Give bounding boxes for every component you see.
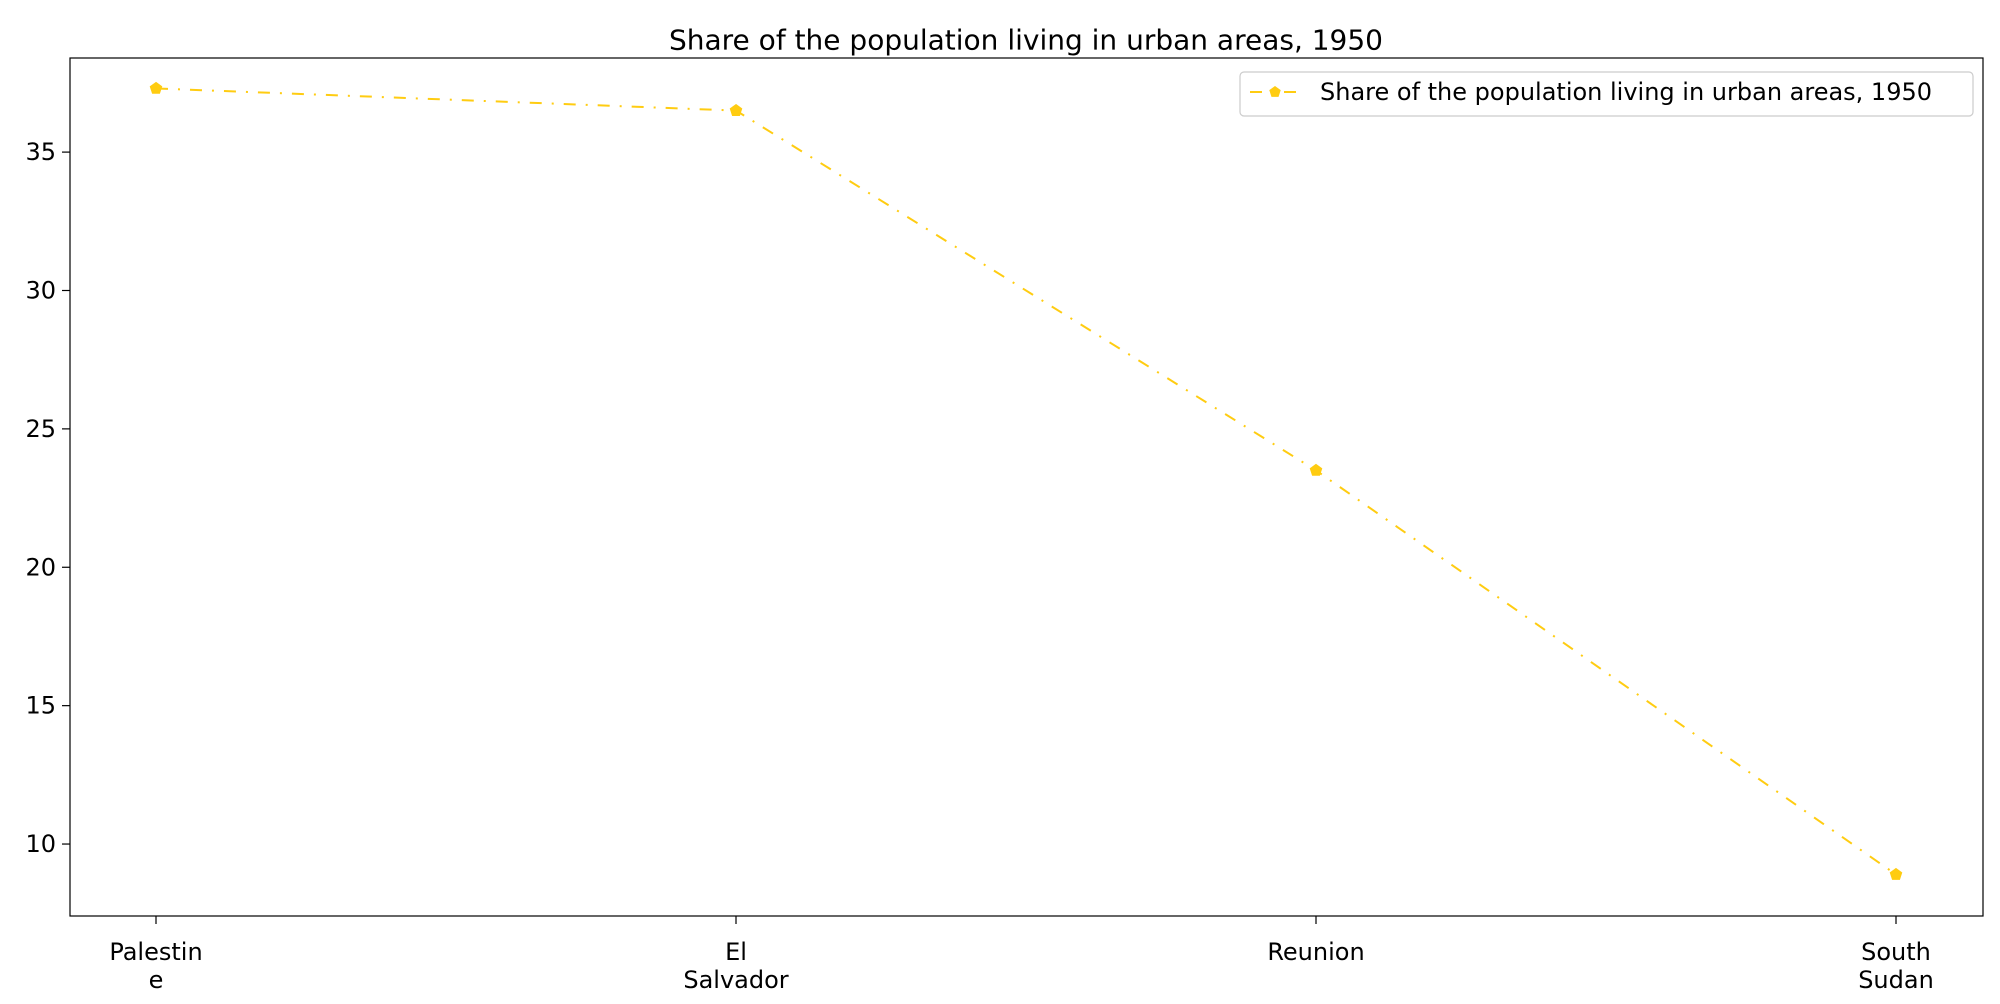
legend-box — [1239, 71, 1974, 117]
legend: Share of the population living in urban … — [1239, 71, 1974, 117]
data-point — [1889, 867, 1903, 880]
x-tick-label: e — [149, 966, 164, 994]
legend-label: Share of the population living in urban … — [1320, 78, 1932, 106]
series-layer — [149, 81, 1903, 880]
x-tick-label: Salvador — [683, 966, 788, 994]
data-point — [729, 103, 743, 116]
x-tick-label: Reunion — [1267, 938, 1364, 966]
chart-title: Share of the population living in urban … — [669, 24, 1383, 57]
data-point — [1309, 463, 1323, 476]
y-tick-label: 10 — [25, 830, 56, 858]
series-line — [155, 87, 1897, 876]
plot-area — [69, 57, 1984, 917]
y-tick-label: 15 — [25, 692, 56, 720]
y-tick-label: 35 — [25, 138, 56, 166]
x-tick-label: Palestin — [109, 938, 202, 966]
x-tick-label: El — [725, 938, 747, 966]
y-axis: 10 15 20 25 30 35 — [25, 138, 70, 858]
x-tick-label: Sudan — [1858, 966, 1934, 994]
x-tick-label: South — [1861, 938, 1931, 966]
y-tick-label: 20 — [25, 553, 56, 581]
y-tick-label: 30 — [25, 276, 56, 304]
data-point — [149, 81, 163, 94]
legend-marker — [1269, 86, 1281, 97]
y-tick-label: 25 — [25, 415, 56, 443]
